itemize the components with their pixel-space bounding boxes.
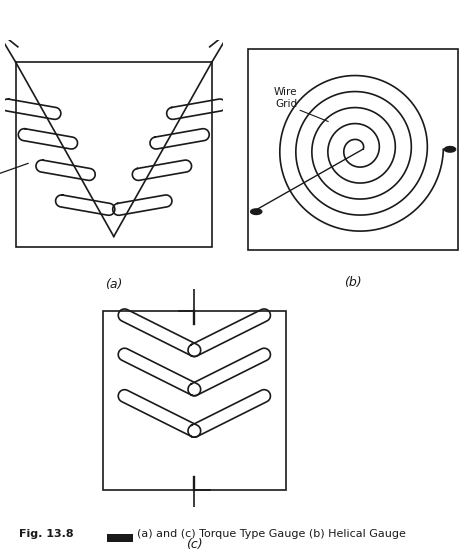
Text: (a): (a) [105,278,122,291]
Text: (c): (c) [186,538,203,551]
Ellipse shape [251,209,262,215]
Bar [107,534,133,542]
Text: (b): (b) [344,276,362,289]
Text: Fig. 13.8: Fig. 13.8 [19,529,73,539]
Text: (a) and (c) Torque Type Gauge (b) Helical Gauge: (a) and (c) Torque Type Gauge (b) Helica… [137,529,406,539]
Text: Wire
Grid: Wire Grid [274,87,298,109]
Ellipse shape [445,147,456,152]
